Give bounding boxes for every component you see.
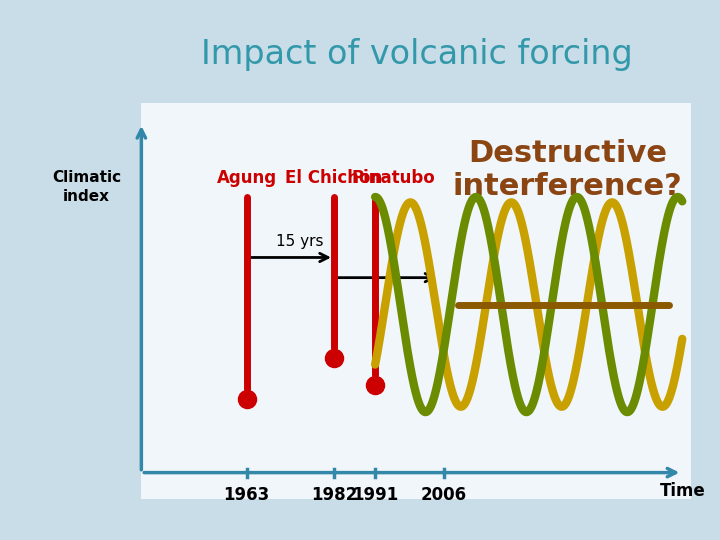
Text: Destructive
interference?: Destructive interference?: [453, 139, 683, 201]
Text: Agung: Agung: [217, 169, 277, 187]
Text: Pinatubo: Pinatubo: [351, 169, 436, 187]
Text: 2006: 2006: [420, 486, 467, 504]
Text: 15 yrs: 15 yrs: [276, 234, 323, 249]
Text: El Chichon: El Chichon: [285, 169, 382, 187]
Text: 1991: 1991: [352, 486, 398, 504]
Text: 1982: 1982: [311, 486, 357, 504]
Text: Climatic
index: Climatic index: [52, 170, 121, 204]
Text: 1963: 1963: [224, 486, 270, 504]
Text: Impact of volcanic forcing: Impact of volcanic forcing: [200, 38, 632, 71]
Text: Time: Time: [660, 482, 705, 500]
